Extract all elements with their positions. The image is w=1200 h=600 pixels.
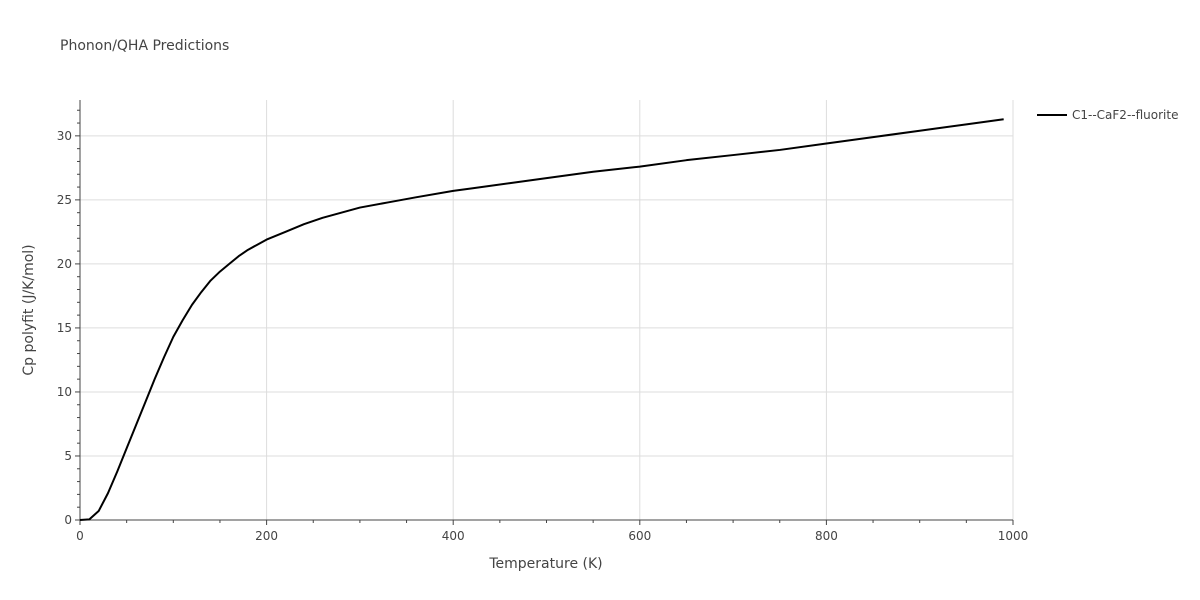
grid: [80, 100, 1014, 520]
x-axis-title: Temperature (K): [488, 556, 602, 572]
x-tick-label: 200: [255, 529, 278, 543]
y-axis-title: Cp polyfit (J/K/mol): [21, 244, 37, 375]
axes: 0 200 400 600 800 1000 0 5 10 15 20 25 30: [57, 100, 1029, 543]
series-line: [79, 118, 1004, 521]
y-tick-label: 30: [57, 129, 72, 143]
series-layer: [79, 118, 1004, 521]
x-tick-label: 1000: [998, 529, 1029, 543]
legend-item-label: C1--CaF2--fluorite: [1072, 108, 1178, 122]
y-tick-label: 15: [57, 321, 72, 335]
x-tick-label: 600: [628, 529, 651, 543]
y-tick-label: 10: [57, 385, 72, 399]
y-tick-label: 25: [57, 193, 72, 207]
x-tick-label: 400: [442, 529, 465, 543]
y-tick-label: 5: [64, 449, 72, 463]
x-tick-label: 0: [76, 529, 84, 543]
chart-title: Phonon/QHA Predictions: [60, 38, 229, 54]
x-tick-label: 800: [815, 529, 838, 543]
y-tick-label: 0: [64, 513, 72, 527]
y-tick-label: 20: [57, 257, 72, 271]
legend[interactable]: C1--CaF2--fluorite: [1037, 108, 1178, 122]
